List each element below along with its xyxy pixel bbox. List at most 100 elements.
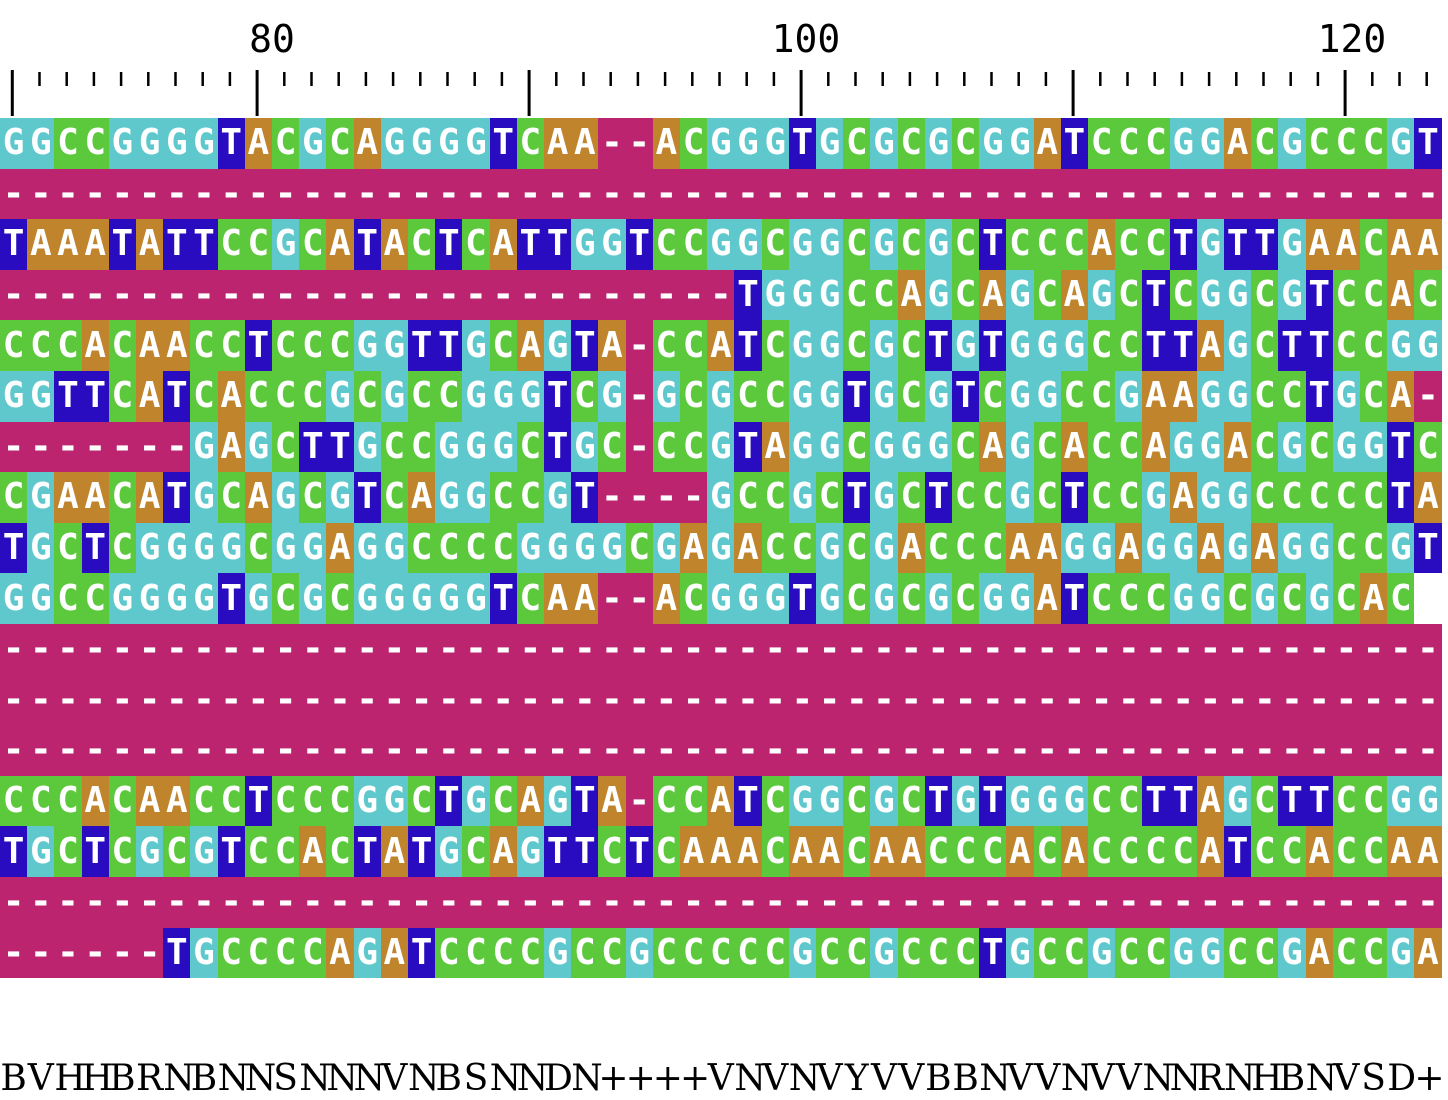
gap-cell[interactable]: -: [843, 725, 871, 776]
base-cell-G[interactable]: G: [870, 219, 898, 270]
base-cell-G[interactable]: G: [761, 269, 789, 321]
gap-cell[interactable]: -: [924, 674, 952, 726]
base-cell-A[interactable]: A: [1360, 573, 1388, 624]
gap-cell[interactable]: -: [1088, 674, 1116, 726]
base-cell-G[interactable]: G: [380, 320, 408, 371]
base-cell-C[interactable]: C: [843, 118, 871, 169]
base-cell-C[interactable]: C: [897, 219, 925, 270]
gap-cell[interactable]: -: [136, 421, 164, 473]
gap-cell[interactable]: -: [326, 876, 354, 928]
base-cell-C[interactable]: C: [1115, 472, 1143, 523]
gap-cell[interactable]: -: [326, 674, 354, 726]
gap-cell[interactable]: -: [979, 674, 1007, 726]
base-cell-C[interactable]: C: [952, 826, 980, 877]
base-cell-G[interactable]: G: [27, 118, 55, 169]
base-cell-C[interactable]: C: [1332, 573, 1360, 624]
base-cell-C[interactable]: C: [380, 472, 408, 523]
gap-cell[interactable]: -: [680, 674, 708, 726]
base-cell-G[interactable]: G: [788, 927, 816, 979]
gap-cell[interactable]: -: [163, 269, 191, 321]
base-cell-G[interactable]: G: [788, 421, 816, 473]
gap-cell[interactable]: -: [544, 269, 572, 321]
base-cell-C[interactable]: C: [652, 320, 680, 371]
gap-cell[interactable]: -: [1332, 674, 1360, 726]
base-cell-A[interactable]: A: [1142, 370, 1170, 422]
base-cell-C[interactable]: C: [1033, 927, 1061, 979]
gap-cell[interactable]: -: [1060, 674, 1088, 726]
gap-cell[interactable]: -: [217, 876, 245, 928]
gap-cell[interactable]: -: [217, 623, 245, 675]
base-cell-G[interactable]: G: [734, 573, 762, 624]
gap-cell[interactable]: -: [1033, 674, 1061, 726]
gap-cell[interactable]: -: [81, 927, 109, 979]
base-cell-G[interactable]: G: [816, 573, 844, 624]
gap-cell[interactable]: -: [190, 876, 218, 928]
base-cell-C[interactable]: C: [408, 370, 436, 422]
gap-cell[interactable]: -: [707, 623, 735, 675]
base-cell-A[interactable]: A: [299, 826, 327, 877]
gap-cell[interactable]: -: [136, 725, 164, 776]
gap-cell[interactable]: -: [108, 623, 136, 675]
base-cell-A[interactable]: A: [571, 573, 599, 624]
gap-cell[interactable]: -: [652, 674, 680, 726]
base-cell-A[interactable]: A: [489, 219, 517, 270]
gap-cell[interactable]: -: [598, 269, 626, 321]
base-cell-C[interactable]: C: [408, 522, 436, 574]
base-cell-A[interactable]: A: [217, 421, 245, 473]
base-cell-G[interactable]: G: [1224, 472, 1252, 523]
gap-cell[interactable]: -: [979, 725, 1007, 776]
base-cell-A[interactable]: A: [326, 219, 354, 270]
gap-cell[interactable]: -: [516, 623, 544, 675]
base-cell-C[interactable]: C: [979, 472, 1007, 523]
base-cell-G[interactable]: G: [870, 522, 898, 574]
base-cell-C[interactable]: C: [272, 775, 300, 827]
base-cell-G[interactable]: G: [952, 320, 980, 371]
base-cell-C[interactable]: C: [1251, 269, 1279, 321]
base-cell-C[interactable]: C: [843, 775, 871, 827]
base-cell-G[interactable]: G: [761, 573, 789, 624]
base-cell-G[interactable]: G: [571, 219, 599, 270]
base-cell-C[interactable]: C: [680, 219, 708, 270]
gap-cell[interactable]: -: [1088, 623, 1116, 675]
base-cell-G[interactable]: G: [1088, 269, 1116, 321]
base-cell-G[interactable]: G: [870, 370, 898, 422]
gap-cell[interactable]: -: [598, 118, 626, 169]
gap-cell[interactable]: -: [625, 370, 653, 422]
gap-cell[interactable]: -: [462, 623, 490, 675]
base-cell-G[interactable]: G: [353, 927, 381, 979]
base-cell-A[interactable]: A: [244, 472, 272, 523]
base-cell-C[interactable]: C: [1142, 118, 1170, 169]
base-cell-C[interactable]: C: [1360, 219, 1388, 270]
base-cell-G[interactable]: G: [1033, 320, 1061, 371]
base-cell-C[interactable]: C: [680, 118, 708, 169]
base-cell-G[interactable]: G: [462, 472, 490, 523]
base-cell-G[interactable]: G: [462, 775, 490, 827]
base-cell-A[interactable]: A: [380, 927, 408, 979]
base-cell-T[interactable]: T: [353, 826, 381, 877]
gap-cell[interactable]: -: [299, 725, 327, 776]
base-cell-G[interactable]: G: [707, 522, 735, 574]
base-cell-T[interactable]: T: [1142, 269, 1170, 321]
gap-cell[interactable]: -: [81, 269, 109, 321]
base-cell-G[interactable]: G: [489, 421, 517, 473]
base-cell-C[interactable]: C: [1414, 421, 1442, 473]
base-cell-C[interactable]: C: [1332, 320, 1360, 371]
base-cell-T[interactable]: T: [952, 370, 980, 422]
base-cell-C[interactable]: C: [897, 370, 925, 422]
base-cell-C[interactable]: C: [1278, 826, 1306, 877]
gap-cell[interactable]: -: [108, 168, 136, 220]
base-cell-C[interactable]: C: [435, 927, 463, 979]
gap-cell[interactable]: -: [952, 876, 980, 928]
base-cell-C[interactable]: C: [1224, 573, 1252, 624]
gap-cell[interactable]: -: [1169, 168, 1197, 220]
base-cell-A[interactable]: A: [217, 370, 245, 422]
gap-cell[interactable]: -: [81, 876, 109, 928]
gap-cell[interactable]: -: [272, 876, 300, 928]
gap-cell[interactable]: -: [0, 876, 28, 928]
base-cell-G[interactable]: G: [27, 472, 55, 523]
